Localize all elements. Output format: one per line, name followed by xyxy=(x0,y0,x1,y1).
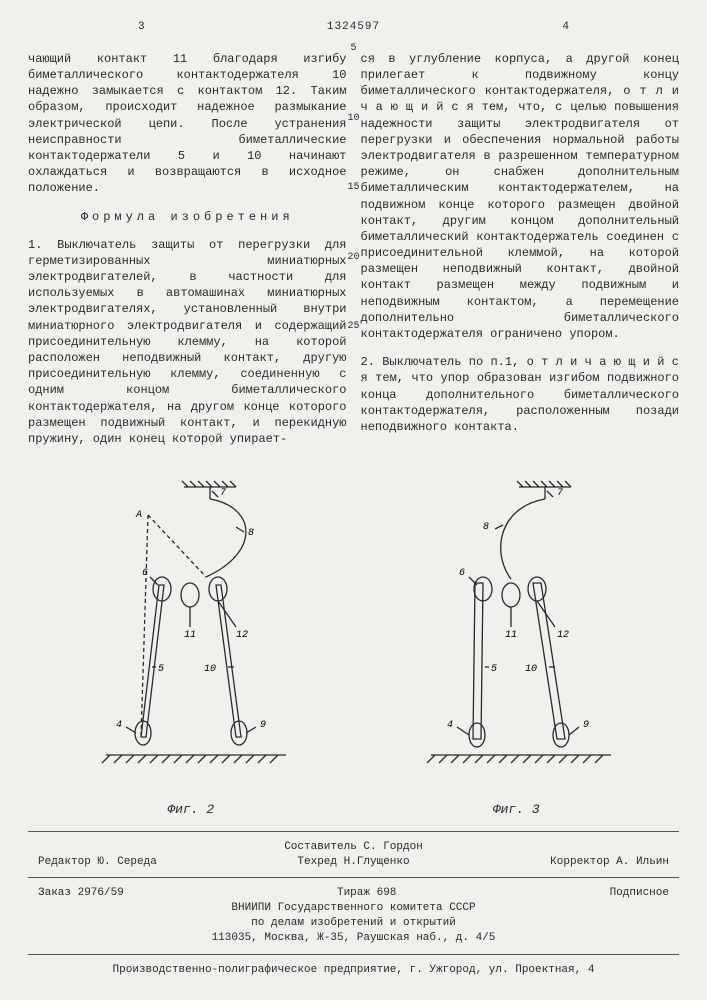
figure-3-svg: 7 8 6 11 12 4 9 5 10 xyxy=(411,477,621,797)
pubinfo-row: Заказ 2976/59 Тираж 698 Подписное xyxy=(28,886,679,901)
body-paragraph: чающий контакт 11 благодаря изгибу бимет… xyxy=(28,51,347,197)
compiler-line: Составитель С. Гордон xyxy=(28,840,679,855)
fig2-label-9: 9 xyxy=(260,720,266,731)
figure-3: 7 8 6 11 12 4 9 5 10 Фиг. 3 xyxy=(411,477,621,819)
line-number: 20 xyxy=(346,251,362,265)
fig3-label-6: 6 xyxy=(459,568,465,579)
figure-3-caption: Фиг. 3 xyxy=(411,801,621,819)
line-number: 25 xyxy=(346,320,362,334)
figures-row: A 7 8 6 11 12 4 9 5 10 Фиг. 2 xyxy=(28,477,679,819)
page: 3 1324597 4 5 10 15 20 25 чающий контакт… xyxy=(0,0,707,1000)
claim-1-continued: ся в углубление корпуса, а другой конец … xyxy=(361,51,680,342)
figure-2-svg: A 7 8 6 11 12 4 9 5 10 xyxy=(86,477,296,797)
separator xyxy=(28,877,679,878)
publisher-org: ВНИИПИ Государственного комитета СССР xyxy=(28,901,679,916)
figure-2: A 7 8 6 11 12 4 9 5 10 Фиг. 2 xyxy=(86,477,296,819)
tirage: Тираж 698 xyxy=(337,886,396,901)
page-number-right: 4 xyxy=(562,20,569,35)
left-column: чающий контакт 11 благодаря изгибу бимет… xyxy=(28,39,347,459)
fig3-label-4: 4 xyxy=(447,720,453,731)
fig2-label-8: 8 xyxy=(248,528,254,539)
fig2-label-A: A xyxy=(135,510,142,521)
fig2-label-10: 10 xyxy=(204,664,216,675)
formula-title: Формула изобретения xyxy=(28,209,347,225)
right-column: ся в углубление корпуса, а другой конец … xyxy=(361,39,680,459)
subscription: Подписное xyxy=(610,886,669,901)
fig3-label-7: 7 xyxy=(557,488,563,499)
separator xyxy=(28,831,679,832)
figure-2-caption: Фиг. 2 xyxy=(86,801,296,819)
corrector: Корректор А. Ильин xyxy=(550,855,669,870)
credits-row: Редактор Ю. Середа Техред Н.Глущенко Кор… xyxy=(28,855,679,870)
line-number: 10 xyxy=(346,112,362,126)
fig2-label-6: 6 xyxy=(142,568,148,579)
fig2-label-4: 4 xyxy=(116,720,122,731)
editor: Редактор Ю. Середа xyxy=(38,855,157,870)
publisher-address: 113035, Москва, Ж-35, Раушская наб., д. … xyxy=(28,931,679,946)
fig2-label-7: 7 xyxy=(220,488,226,499)
fig3-label-11: 11 xyxy=(505,630,517,641)
fig2-label-11: 11 xyxy=(184,630,196,641)
order-number: Заказ 2976/59 xyxy=(38,886,124,901)
separator xyxy=(28,954,679,955)
claim-1: 1. Выключатель защиты от перегрузки для … xyxy=(28,237,347,447)
fig3-label-10: 10 xyxy=(525,664,537,675)
page-number-left: 3 xyxy=(138,20,145,35)
techred: Техред Н.Глущенко xyxy=(297,855,409,870)
fig3-label-12: 12 xyxy=(557,630,569,641)
fig2-label-5: 5 xyxy=(158,664,164,675)
publisher-dept: по делам изобретений и открытий xyxy=(28,916,679,931)
document-number: 1324597 xyxy=(327,20,380,35)
claim-2: 2. Выключатель по п.1, о т л и ч а ю щ и… xyxy=(361,354,680,435)
footer-line: Производственно-полиграфическое предприя… xyxy=(28,963,679,978)
page-header: 3 1324597 4 xyxy=(28,20,679,35)
line-number-gutter: 5 10 15 20 25 xyxy=(346,42,362,390)
fig3-label-9: 9 xyxy=(583,720,589,731)
line-number: 5 xyxy=(346,42,362,56)
fig2-label-12: 12 xyxy=(236,630,248,641)
fig3-label-8: 8 xyxy=(483,522,489,533)
fig3-label-5: 5 xyxy=(491,664,497,675)
line-number: 15 xyxy=(346,181,362,195)
